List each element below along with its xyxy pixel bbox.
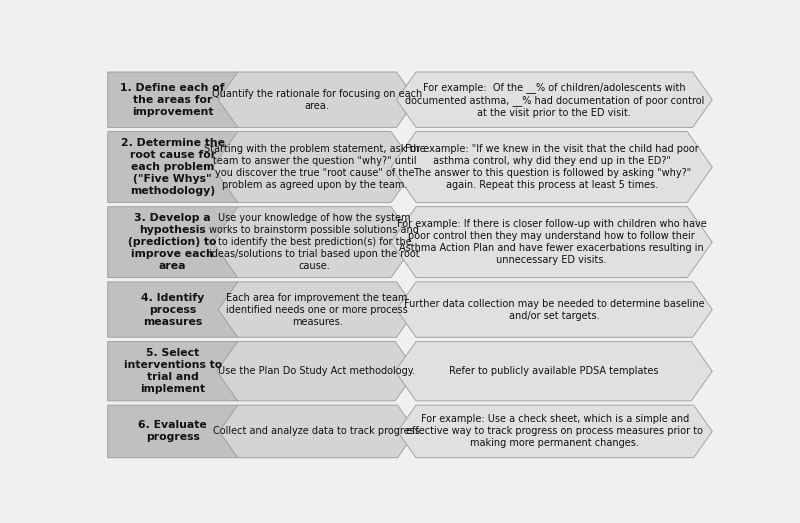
Text: 2. Determine the
root cause for
each problem
("Five Whys"
methodology): 2. Determine the root cause for each pro…	[121, 138, 225, 196]
Polygon shape	[213, 207, 416, 278]
Text: 6. Evaluate
progress: 6. Evaluate progress	[138, 420, 207, 442]
Text: Collect and analyze data to track progress.: Collect and analyze data to track progre…	[213, 426, 422, 436]
Polygon shape	[391, 132, 712, 202]
Polygon shape	[398, 405, 712, 458]
Text: Starting with the problem statement, ask the
team to answer the question "why?" : Starting with the problem statement, ask…	[203, 144, 426, 190]
Polygon shape	[108, 405, 256, 458]
Polygon shape	[397, 282, 712, 337]
Polygon shape	[108, 207, 262, 278]
Text: For example:  Of the __% of children/adolescents with
documented asthma, __% had: For example: Of the __% of children/adol…	[405, 82, 704, 118]
Text: Use the Plan Do Study Act methodology.: Use the Plan Do Study Act methodology.	[218, 366, 415, 376]
Text: Quantify the rationale for focusing on each
area.: Quantify the rationale for focusing on e…	[212, 89, 422, 111]
Polygon shape	[108, 72, 258, 128]
Text: Each area for improvement the team
identified needs one or more process
measures: Each area for improvement the team ident…	[226, 292, 408, 326]
Polygon shape	[391, 207, 712, 278]
Text: 3. Develop a
hypothesis
(prediction) to
improve each
area: 3. Develop a hypothesis (prediction) to …	[129, 213, 217, 271]
Text: Use your knowledge of how the system
works to brainstorm possible solutions and
: Use your knowledge of how the system wor…	[209, 213, 420, 271]
Text: Further data collection may be needed to determine baseline
and/or set targets.: Further data collection may be needed to…	[404, 299, 705, 321]
Polygon shape	[217, 342, 416, 401]
Polygon shape	[108, 132, 262, 202]
Polygon shape	[108, 342, 258, 401]
Text: For example: "If we knew in the visit that the child had poor
asthma control, wh: For example: "If we knew in the visit th…	[405, 144, 698, 190]
Polygon shape	[397, 72, 712, 128]
Polygon shape	[395, 342, 712, 401]
Text: For example: Use a check sheet, which is a simple and
effective way to track pro: For example: Use a check sheet, which is…	[406, 414, 703, 448]
Text: Refer to publicly available PDSA templates: Refer to publicly available PDSA templat…	[449, 366, 658, 376]
Text: 1. Define each of
the areas for
improvement: 1. Define each of the areas for improvem…	[121, 83, 225, 117]
Text: 5. Select
interventions to
trial and
implement: 5. Select interventions to trial and imp…	[124, 348, 222, 394]
Text: For example: If there is closer follow-up with children who have
poor control th: For example: If there is closer follow-u…	[397, 219, 706, 265]
Polygon shape	[213, 132, 416, 202]
Polygon shape	[108, 282, 258, 337]
Text: 4. Identify
process
measures: 4. Identify process measures	[141, 292, 204, 326]
Polygon shape	[218, 282, 416, 337]
Polygon shape	[218, 72, 416, 128]
Polygon shape	[219, 405, 416, 458]
